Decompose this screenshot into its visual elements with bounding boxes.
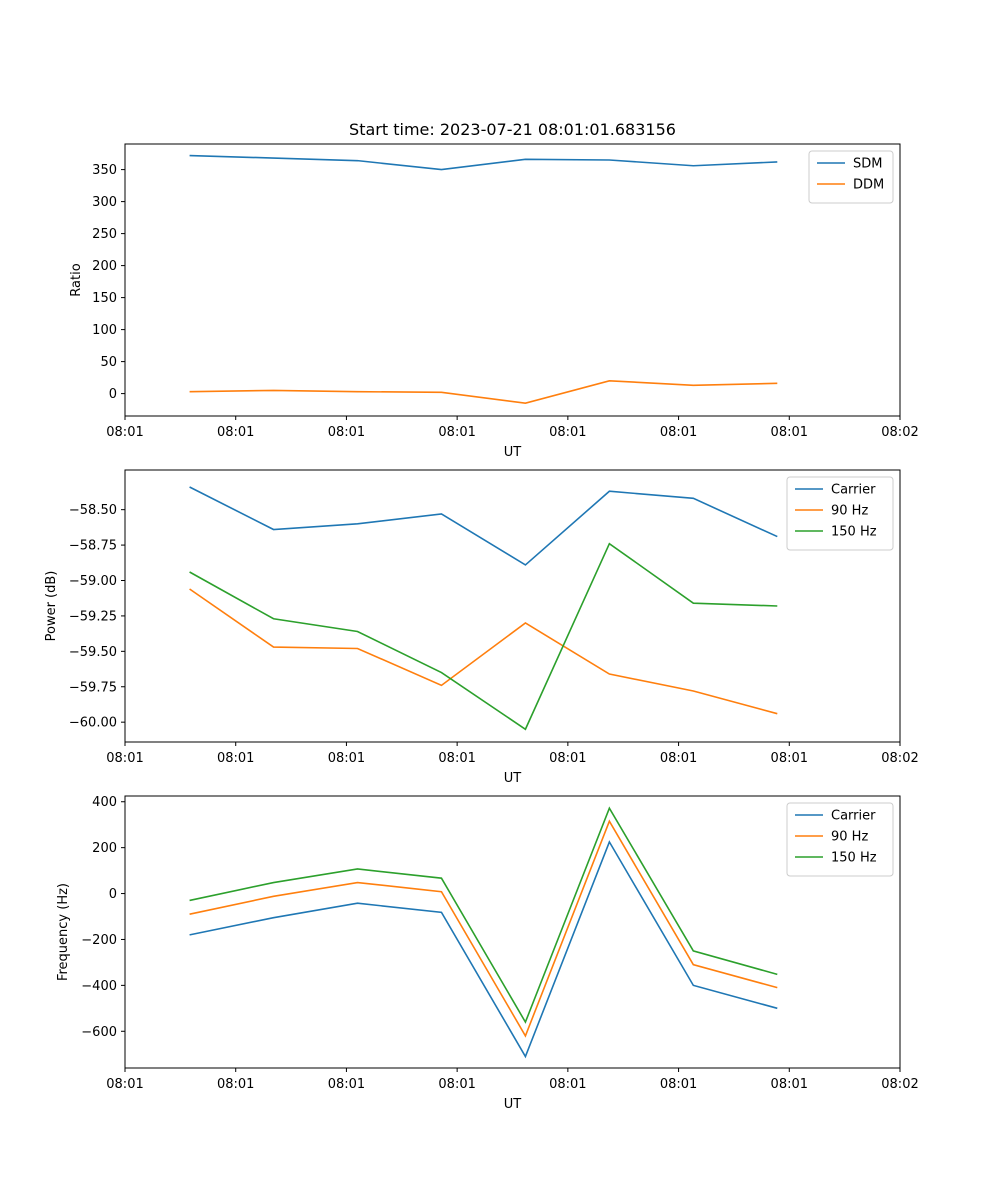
y-tick-label: 250 — [92, 227, 117, 242]
y-tick-label: 0 — [109, 387, 117, 402]
chart-panel-3: 08:01 08:01 08:01 08:01 08:01 08:01 08:01 08:02… — [56, 795, 919, 1112]
x-tick-label: 08:01 — [660, 425, 697, 440]
x-tick-label: 08:01 — [660, 1077, 697, 1092]
y-tick-label: −59.00 — [69, 574, 117, 589]
x-tick-label: 08:01 — [549, 425, 586, 440]
x-tick-label: 08:02 — [881, 425, 918, 440]
y-tick-label: 350 — [92, 163, 117, 178]
y-tick-label: −200 — [81, 933, 117, 948]
y-axis-label: Frequency (Hz) — [56, 883, 71, 981]
x-tick-label: 08:01 — [438, 1077, 475, 1092]
legend-label: 90 Hz — [831, 504, 868, 519]
y-tick-label: −59.50 — [69, 645, 117, 660]
legend: Carrier 90 Hz 150 Hz — [786, 476, 894, 551]
x-tick-label: 08:01 — [217, 1077, 254, 1092]
plot-frame — [124, 469, 901, 743]
y-tick-label: 150 — [92, 291, 117, 306]
x-tick-label: 08:01 — [549, 1077, 586, 1092]
y-tick-label: −58.75 — [69, 539, 117, 554]
y-tick-label: −59.25 — [69, 609, 117, 624]
x-tick-label: 08:01 — [106, 751, 143, 766]
x-tick-label: 08:01 — [660, 751, 697, 766]
y-tick-label: −400 — [81, 979, 117, 994]
x-tick-label: 08:01 — [106, 1077, 143, 1092]
y-tick-label: 300 — [92, 195, 117, 210]
chart-panel-2: 08:01 08:01 08:01 08:01 08:01 08:01 08:01 08:02… — [44, 469, 919, 786]
legend-label: SDM — [853, 157, 882, 172]
y-tick-label: −58.50 — [69, 503, 117, 518]
series-line-90-hz — [189, 588, 778, 715]
x-tick-label: 08:01 — [549, 751, 586, 766]
plot-frame — [124, 143, 901, 417]
series-line-90-hz — [189, 819, 778, 1038]
x-tick-label: 08:02 — [881, 751, 918, 766]
y-tick-label: −60.00 — [69, 716, 117, 731]
chart-title: Start time: 2023-07-21 08:01:01.683156 — [349, 120, 676, 139]
legend-label: 150 Hz — [831, 851, 877, 866]
y-tick-label: 0 — [109, 887, 117, 902]
y-axis-label: Ratio — [69, 263, 84, 296]
x-tick-label: 08:01 — [217, 751, 254, 766]
plot-frame — [124, 795, 901, 1069]
x-tick-label: 08:01 — [328, 425, 365, 440]
y-tick-label: 200 — [92, 841, 117, 856]
y-tick-label: 100 — [92, 323, 117, 338]
x-tick-label: 08:01 — [771, 1077, 808, 1092]
legend-label: 150 Hz — [831, 525, 877, 540]
y-axis-label: Power (dB) — [44, 571, 59, 642]
x-tick-label: 08:02 — [881, 1077, 918, 1092]
x-axis-label: UT — [504, 1097, 522, 1112]
x-tick-label: 08:01 — [106, 425, 143, 440]
x-axis-label: UT — [504, 445, 522, 460]
chart-panel-1: Start time: 2023-07-21 08:01:01.683156 08… — [69, 120, 919, 460]
x-tick-label: 08:01 — [438, 425, 475, 440]
y-tick-label: 50 — [100, 355, 117, 370]
legend-label: 90 Hz — [831, 830, 868, 845]
series-line-carrier — [189, 840, 778, 1059]
x-tick-label: 08:01 — [328, 751, 365, 766]
y-tick-label: 400 — [92, 795, 117, 810]
legend: Carrier 90 Hz 150 Hz — [786, 802, 894, 877]
legend-label: Carrier — [831, 483, 876, 498]
x-tick-label: 08:01 — [771, 751, 808, 766]
x-tick-label: 08:01 — [328, 1077, 365, 1092]
legend-box — [808, 150, 894, 204]
series-line-ddm — [189, 379, 778, 405]
series-line-sdm — [189, 154, 778, 171]
y-tick-label: −59.75 — [69, 680, 117, 695]
series-line-150-hz — [189, 806, 778, 1024]
y-tick-label: 200 — [92, 259, 117, 274]
x-tick-label: 08:01 — [771, 425, 808, 440]
legend-label: Carrier — [831, 809, 876, 824]
series-line-carrier — [189, 486, 778, 566]
series-line-150-hz — [189, 542, 778, 731]
x-tick-label: 08:01 — [438, 751, 475, 766]
legend-label: DDM — [853, 178, 884, 193]
panels: Start time: 2023-07-21 08:01:01.683156 08… — [44, 120, 919, 1112]
x-tick-label: 08:01 — [217, 425, 254, 440]
x-axis-label: UT — [504, 771, 522, 786]
y-tick-label: −600 — [81, 1025, 117, 1040]
legend: SDM DDM — [808, 150, 894, 204]
